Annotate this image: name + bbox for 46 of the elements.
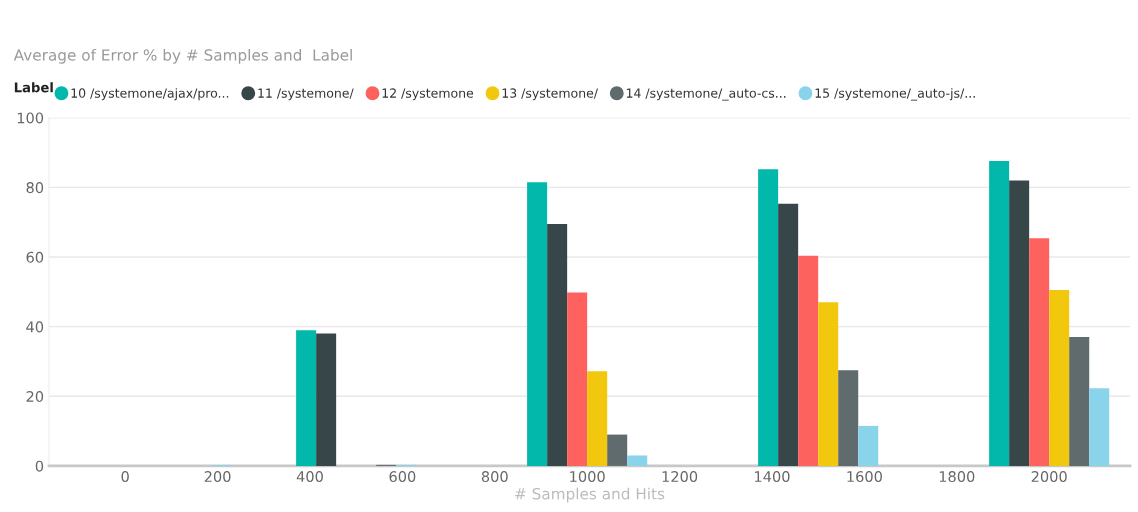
x-tick-label: 600: [389, 471, 416, 483]
legend-label: 12 /systemone: [382, 88, 474, 101]
x-tick-label: 2000: [1031, 471, 1067, 483]
bar: [587, 371, 608, 466]
y-tick-label: 60: [26, 251, 44, 263]
x-tick-label: 0: [121, 471, 129, 483]
x-tick-label: 1000: [570, 471, 605, 483]
bar: [316, 333, 337, 466]
legend-label: 13 /systemone/: [502, 88, 599, 101]
y-tick-label: 0: [35, 460, 44, 472]
y-tick-label: 20: [26, 391, 44, 403]
bar: [778, 203, 799, 466]
bar: [989, 160, 1010, 466]
y-tick-label: 100: [17, 112, 44, 124]
x-tick-label: 1400: [755, 471, 790, 483]
legend-label: 14 /systemone/_auto-cs...: [626, 88, 786, 101]
bar: [296, 330, 317, 466]
bar: [607, 434, 628, 466]
bar: [1009, 180, 1030, 466]
bar: [1069, 337, 1090, 466]
bar: [1029, 238, 1050, 466]
x-tick-label: 200: [204, 471, 231, 483]
y-tick-label: 80: [26, 182, 44, 194]
x-tick-label: 1800: [939, 471, 975, 483]
legend-label: 10 /systemone/ajax/pro...: [71, 88, 229, 101]
x-axis-title: # Samples and Hits: [515, 487, 665, 503]
bar: [838, 370, 859, 466]
x-tick-label: 1200: [662, 471, 698, 483]
y-tick-label: 40: [26, 321, 44, 333]
x-tick-label: 1600: [847, 471, 882, 483]
legend-title: Label: [14, 82, 53, 93]
bar: [527, 182, 548, 466]
chart-title: Average of Error % by # Samples and Label: [13, 48, 352, 64]
bar: [858, 425, 879, 466]
bar: [627, 455, 648, 466]
bar: [547, 223, 568, 466]
x-tick-label: 400: [296, 471, 323, 483]
x-tick-label: 800: [481, 471, 508, 483]
bar: [798, 255, 819, 466]
bar: [1089, 388, 1110, 466]
bar: [1049, 290, 1070, 466]
bar: [818, 302, 839, 466]
bar: [567, 292, 588, 466]
bar: [758, 169, 779, 466]
legend-label: 15 /systemone/_auto-js/...: [815, 88, 975, 101]
legend-label: 11 /systemone/: [258, 88, 354, 101]
